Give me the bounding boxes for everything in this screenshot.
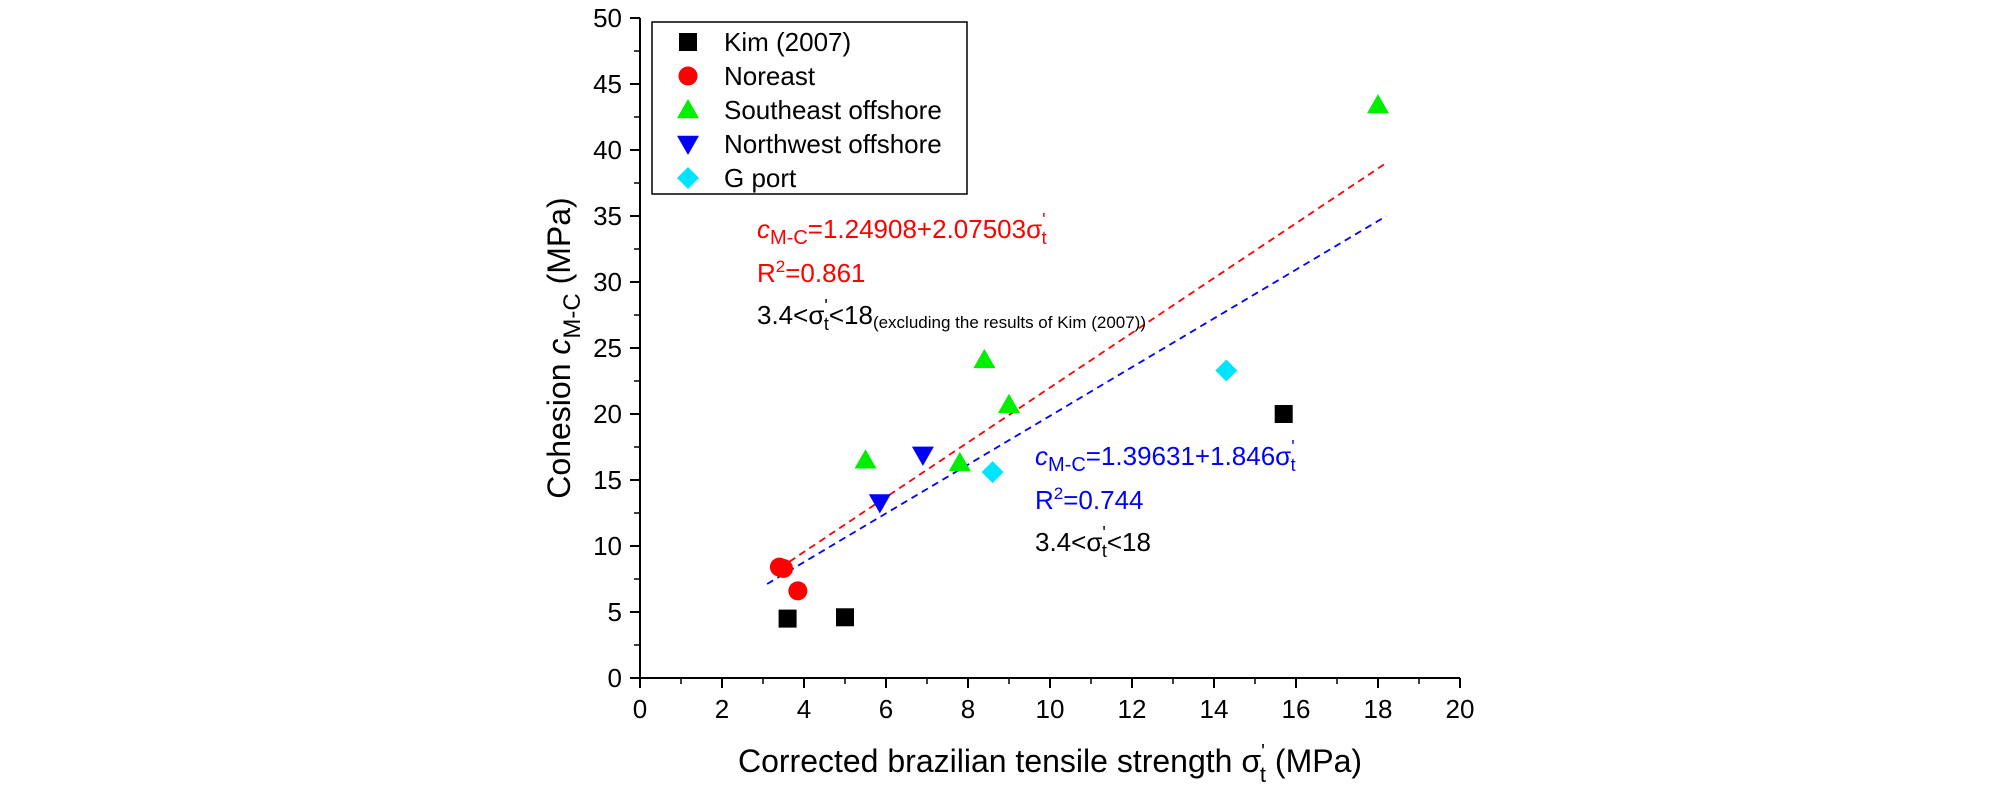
fit-r2-0: R2=0.861 [757, 257, 866, 288]
fit-range-0: 3.4<σ' t<18(excluding the results of Kim … [757, 296, 1146, 334]
fit-r2-1: R2=0.744 [1035, 484, 1144, 515]
data-point-2-0 [854, 449, 877, 469]
data-point-1-1 [774, 558, 793, 578]
fit-range-1: 3.4<σ' t<18 [1035, 523, 1151, 561]
x-axis-title: Corrected brazilian tensile strength σ' t… [738, 741, 1362, 785]
legend-marker-1 [678, 66, 698, 86]
data-point-4-0 [981, 461, 1004, 484]
x-tick-label-3: 6 [879, 694, 893, 724]
data-point-4-1 [1215, 359, 1238, 382]
x-tick-label-1: 2 [715, 694, 729, 724]
y-tick-label-2: 10 [593, 531, 622, 561]
y-tick-label-9: 45 [593, 69, 622, 99]
data-point-3-0 [868, 494, 891, 514]
x-tick-label-8: 16 [1282, 694, 1311, 724]
data-point-2-1 [948, 451, 971, 472]
legend-label-2: Southeast offshore [724, 95, 942, 125]
fit-equation-0: cM-C=1.24908+2.07503σ' t [757, 210, 1047, 249]
y-tick-label-4: 20 [593, 399, 622, 429]
data-point-2-2 [973, 348, 996, 369]
y-tick-label-0: 0 [608, 663, 622, 693]
x-tick-label-4: 8 [961, 694, 975, 724]
x-tick-label-9: 18 [1364, 694, 1393, 724]
data-point-3-1 [911, 446, 934, 466]
legend-marker-3 [677, 135, 699, 155]
x-tick-label-5: 10 [1036, 694, 1065, 724]
legend-box [651, 21, 968, 195]
data-point-1-2 [788, 581, 808, 601]
legend-label-4: G port [724, 163, 797, 193]
fit-range-note-0: (excluding the results of Kim (2007)) [873, 313, 1146, 332]
x-tick-label-2: 4 [797, 694, 811, 724]
y-tick-label-10: 50 [593, 3, 622, 33]
y-axis-title: Cohesion cM-C (MPa) [541, 197, 586, 498]
y-tick-label-5: 25 [593, 333, 622, 363]
data-point-2-3 [998, 393, 1020, 414]
x-tick-label-7: 14 [1200, 694, 1229, 724]
x-tick-label-10: 20 [1446, 694, 1475, 724]
data-point-2-4 [1367, 94, 1389, 114]
y-tick-label-7: 35 [593, 201, 622, 231]
y-tick-label-8: 40 [593, 135, 622, 165]
legend-label-0: Kim (2007) [724, 27, 851, 57]
legend-label-1: Noreast [724, 61, 816, 91]
x-tick-label-6: 12 [1118, 694, 1147, 724]
x-tick-label-0: 0 [633, 694, 647, 724]
legend-label-3: Northwest offshore [724, 129, 942, 159]
legend-marker-2 [677, 99, 699, 119]
y-tick-label-1: 5 [608, 597, 622, 627]
y-tick-label-6: 30 [593, 267, 622, 297]
fit-line-1 [766, 215, 1387, 585]
data-point-0-2 [1274, 405, 1293, 423]
y-tick-label-3: 15 [593, 465, 622, 495]
data-point-0-1 [836, 608, 854, 627]
legend-marker-0 [679, 33, 697, 51]
y-axis-title-group: Cohesion cM-C (MPa) [541, 197, 586, 498]
fit-equation-1: cM-C=1.39631+1.846σ' t [1035, 437, 1296, 476]
data-point-0-0 [778, 609, 797, 628]
legend-marker-4 [677, 167, 699, 189]
